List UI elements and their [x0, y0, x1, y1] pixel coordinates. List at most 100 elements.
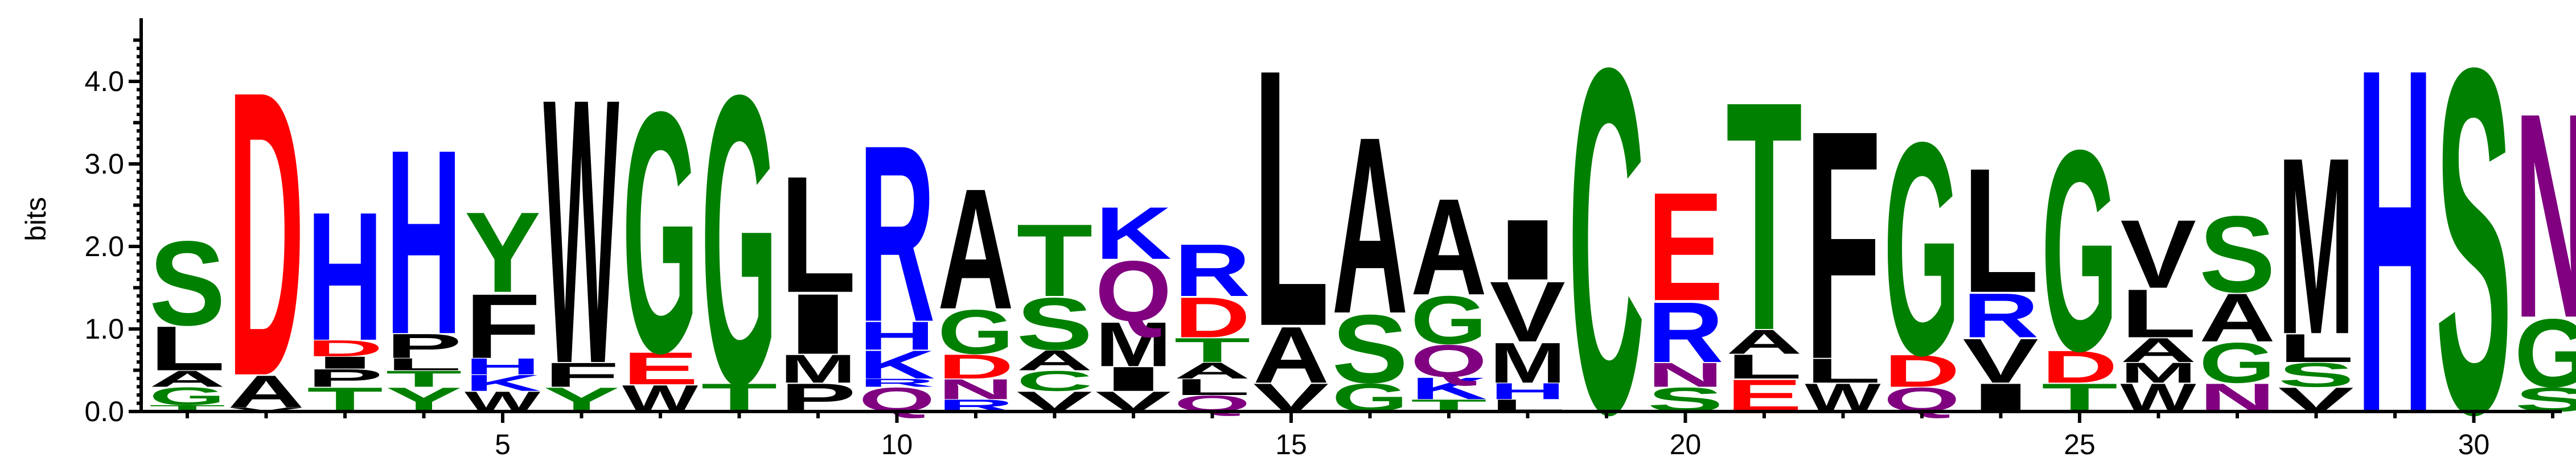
- logo-letter-A: A: [2199, 279, 2275, 356]
- logo-letter-S: S: [149, 216, 225, 351]
- logo-letter-V: V: [1490, 264, 1566, 360]
- logo-letter-A: A: [228, 367, 305, 418]
- axes: 0.0 1.0 2.0 3.0 4.0 5 10 15 20 25 30: [84, 18, 2562, 460]
- logo-letter-I: I: [1490, 201, 1566, 298]
- logo-letter-L: L: [1963, 132, 2039, 330]
- logo-letter-L: L: [1726, 348, 1802, 386]
- logo-letter-I: I: [1095, 360, 1172, 398]
- logo-letter-I: I: [307, 353, 383, 372]
- logo-letter-S: S: [1017, 282, 1093, 365]
- y-tick-label: 0.0: [84, 396, 124, 427]
- logo-letter-A: A: [938, 153, 1014, 345]
- logo-letter-A: A: [1726, 323, 1802, 361]
- logo-letter-L: L: [2278, 326, 2355, 371]
- logo-letter-D: D: [938, 348, 1014, 386]
- logo-letter-I: I: [780, 276, 856, 372]
- logo-letter-G: G: [2041, 90, 2118, 410]
- logo-letter-G: G: [149, 382, 225, 410]
- logo-letter-T: T: [1017, 203, 1093, 318]
- logo-letter-M: M: [1095, 310, 1172, 380]
- logo-letter-D: D: [1884, 345, 1960, 397]
- logo-letter-T: T: [1726, 34, 1802, 399]
- logo-letter-S: S: [2436, 0, 2512, 465]
- logo-letter-M: M: [2121, 357, 2197, 389]
- logo-letter-A: A: [1411, 170, 1487, 323]
- logo-letter-H: H: [465, 353, 541, 379]
- logo-letter-D: D: [307, 336, 383, 361]
- logo-letter-M: M: [1490, 331, 1566, 395]
- logo-letter-V: V: [1963, 326, 2039, 396]
- y-axis-label: bits: [20, 197, 52, 241]
- logo-letter-H: H: [307, 174, 383, 378]
- logo-letter-K: K: [1095, 192, 1172, 275]
- logo-letter-V: V: [228, 406, 304, 413]
- logo-letter-F: F: [1805, 63, 1881, 428]
- logo-letter-Q: Q: [1095, 243, 1172, 339]
- logo-letter-Q: Q: [1411, 336, 1487, 387]
- logo-letter-L: L: [149, 313, 225, 384]
- logo-letter-V: V: [2121, 200, 2196, 308]
- logo-letter-R: R: [859, 93, 935, 374]
- logo-letter-W: W: [544, 19, 620, 442]
- logo-letter-N: N: [2515, 52, 2576, 379]
- y-tick-label: 3.0: [84, 148, 124, 180]
- logo-letter-S: S: [1332, 294, 1408, 404]
- logo-letter-A: A: [1332, 85, 1408, 366]
- logo-letter-H: H: [859, 313, 935, 358]
- logo-letter-R: R: [1648, 284, 1724, 380]
- logo-letter-G: G: [2515, 299, 2576, 408]
- y-tick-label: 4.0: [84, 65, 124, 97]
- logo-letter-A: A: [1017, 344, 1093, 376]
- y-ticks: 0.0 1.0 2.0 3.0 4.0: [84, 38, 141, 427]
- logo-letter-A: A: [149, 366, 225, 392]
- logo-letter-F: F: [544, 356, 620, 394]
- x-tick-label: 25: [2064, 429, 2096, 460]
- x-tick-label: 15: [1275, 429, 1307, 460]
- x-tick-label: 5: [495, 429, 511, 460]
- logo-letter-Y: Y: [465, 188, 541, 316]
- logo-letter-H: H: [2357, 0, 2433, 465]
- logo-letter-R: R: [1963, 281, 2039, 351]
- logo-letter-G: G: [622, 41, 699, 425]
- logo-letter-E: E: [622, 343, 699, 394]
- logo-letter-G: G: [1411, 281, 1487, 359]
- logo-letter-L: L: [1253, 0, 1329, 404]
- logo-letter-S: S: [2199, 193, 2275, 315]
- logo-letter-M: M: [780, 347, 856, 391]
- logo-letter-S: S: [2278, 356, 2355, 394]
- logo-letter-L: L: [2121, 275, 2197, 352]
- logo-letter-K: K: [465, 370, 541, 396]
- logo-letter-P: P: [386, 327, 462, 365]
- y-tick-label: 2.0: [84, 231, 124, 262]
- x-tick-label: 30: [2458, 429, 2490, 460]
- logo-letter-L: L: [386, 355, 462, 374]
- logo-letter-H: H: [1490, 378, 1566, 404]
- logo-letter-L: L: [1805, 352, 1881, 390]
- logo-letter-A: A: [1174, 358, 1251, 384]
- logo-letter-G: G: [938, 297, 1014, 367]
- logo-letter-T: T: [386, 366, 462, 392]
- x-tick-label: 10: [881, 429, 913, 460]
- logo-letter-P: P: [307, 364, 383, 392]
- logo-letter-M: M: [2278, 105, 2355, 387]
- logo-letter-R: R: [1174, 229, 1251, 312]
- logo-letter-R: R: [859, 376, 935, 389]
- logo-letter-D: D: [228, 6, 305, 460]
- logo-letter-D: D: [2041, 341, 2118, 393]
- logo-letter-G: G: [701, 9, 778, 465]
- logo-letter-K: K: [859, 342, 935, 387]
- logo-letter-T: T: [1174, 331, 1251, 370]
- x-tick-label: 20: [1670, 429, 1702, 460]
- logo-letter-C: C: [1017, 365, 1093, 397]
- logo-letter-N: N: [1648, 356, 1724, 394]
- logo-letter-A: A: [1253, 310, 1329, 400]
- logo-letter-G: G: [2199, 331, 2275, 395]
- logo-letter-N: N: [938, 373, 1014, 405]
- logo-letter-A: A: [2121, 331, 2197, 369]
- logo-letter-H: H: [386, 94, 462, 389]
- logo-letter-G: G: [1884, 80, 1960, 419]
- y-tick-label: 1.0: [84, 313, 124, 345]
- logo-letter-E: E: [1648, 161, 1724, 334]
